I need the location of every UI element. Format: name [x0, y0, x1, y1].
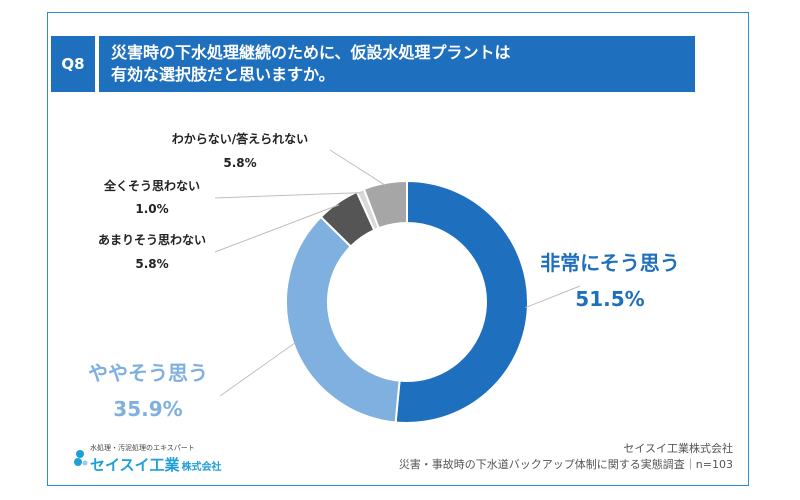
footer-source: セイスイ工業株式会社 災害・事故時の下水道バックアップ体制に関する実態調査｜n=… — [399, 441, 733, 473]
leader-line-strongly-agree — [525, 285, 581, 309]
donut-slice-dont-know — [362, 179, 408, 230]
slice-label-strongly-agree: 非常にそう思う — [540, 251, 680, 275]
donut-slice-somewhat-agree — [285, 215, 401, 424]
logo-company-name: セイスイ工業 株式会社 — [90, 454, 222, 475]
slice-value-strongly-agree: 51.5% — [575, 287, 644, 311]
slice-value-somewhat-agree: 35.9% — [113, 397, 182, 421]
leader-line-strongly-disagree — [214, 192, 362, 199]
question-number-badge: Q8 — [51, 36, 95, 92]
slice-label-somewhat-agree: ややそう思う — [88, 361, 208, 385]
leader-line-somewhat-disagree — [214, 204, 340, 253]
logo-suffix: 株式会社 — [181, 462, 222, 473]
leader-line-dont-know — [329, 149, 386, 186]
slice-label-somewhat-disagree: あまりそう思わない — [98, 233, 206, 247]
donut-slice-strongly-agree — [394, 179, 529, 424]
slice-value-strongly-disagree: 1.0% — [135, 202, 168, 216]
slice-label-strongly-disagree: 全くそう思わない — [103, 178, 200, 193]
leader-line-somewhat-agree — [219, 342, 296, 397]
footer-survey: 災害・事故時の下水道バックアップ体制に関する実態調査｜n=103 — [398, 458, 733, 471]
slice-label-dont-know: わからない/答えられない — [172, 131, 308, 146]
slice-value-dont-know: 5.8% — [223, 156, 256, 170]
company-logo: 水処理・汚泥処理のエキスパート セイスイ工業 株式会社 — [72, 443, 272, 479]
logo-tagline: 水処理・汚泥処理のエキスパート — [90, 444, 195, 452]
footer-company: セイスイ工業株式会社 — [623, 442, 733, 455]
question-title-line-2: 有効な選択肢だと思いますか。 — [111, 65, 335, 84]
slice-value-somewhat-disagree: 5.8% — [135, 257, 168, 271]
logo-name: セイスイ工業 — [90, 456, 180, 474]
water-drop-logo-icon — [74, 450, 88, 466]
question-title-line-1: 災害時の下水処理継続のために、仮設水処理プラントは — [111, 43, 511, 62]
question-title: 災害時の下水処理継続のために、仮設水処理プラントは 有効な選択肢だと思いますか。 — [99, 36, 695, 92]
